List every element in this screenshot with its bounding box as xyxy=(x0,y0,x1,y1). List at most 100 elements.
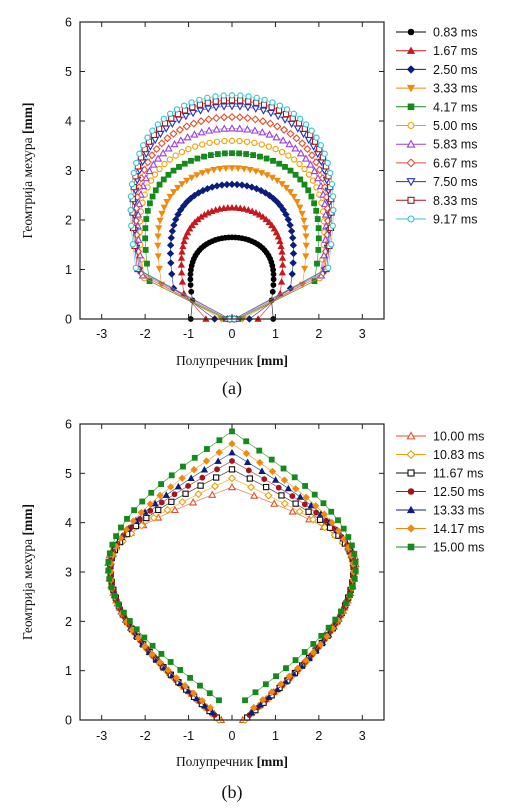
data-point xyxy=(236,137,243,145)
data-point xyxy=(292,500,299,507)
series-line xyxy=(137,128,327,320)
axis-ticks: -3 -2 -1 0 1 2 3 0 1 2 3 4 5 6 xyxy=(65,418,384,743)
data-point xyxy=(282,184,290,192)
data-point xyxy=(276,202,285,210)
data-point xyxy=(214,457,222,464)
data-point xyxy=(164,144,173,152)
data-point xyxy=(270,282,277,288)
data-point xyxy=(236,204,244,211)
data-point xyxy=(332,616,339,623)
y-tick-label: 4 xyxy=(65,516,72,530)
data-point xyxy=(268,456,275,463)
panel-label: (b) xyxy=(222,782,243,803)
data-point xyxy=(186,224,194,232)
legend-label: 9.17 ms xyxy=(433,213,477,227)
data-point xyxy=(300,217,308,225)
data-point xyxy=(158,499,165,506)
data-point xyxy=(266,119,275,128)
data-point xyxy=(170,139,179,148)
data-point xyxy=(144,207,151,214)
data-point xyxy=(328,180,336,188)
series-1-67-ms xyxy=(177,203,287,322)
data-point xyxy=(311,200,317,207)
data-point xyxy=(155,506,162,514)
data-point xyxy=(329,222,336,229)
data-point xyxy=(251,105,260,113)
data-point xyxy=(187,276,194,283)
series-15-00-ms xyxy=(105,428,359,704)
data-point xyxy=(292,485,300,493)
data-point xyxy=(320,500,327,507)
data-point xyxy=(106,550,113,557)
data-point xyxy=(183,133,192,141)
data-point xyxy=(148,650,156,658)
data-point xyxy=(208,490,217,498)
data-point xyxy=(179,202,188,210)
data-point xyxy=(133,159,140,167)
data-point xyxy=(316,516,324,523)
data-point xyxy=(255,210,264,218)
data-point xyxy=(273,198,281,206)
data-point xyxy=(259,107,268,115)
data-point xyxy=(122,525,131,534)
data-point xyxy=(282,164,288,170)
data-point xyxy=(168,227,177,235)
legend-item: 8.33 ms xyxy=(396,194,477,208)
data-point xyxy=(167,659,174,665)
data-point xyxy=(106,576,113,582)
data-point xyxy=(321,150,328,157)
data-point xyxy=(134,634,142,642)
data-point xyxy=(296,204,304,212)
data-point xyxy=(307,501,315,509)
legend-item: 15.00 ms xyxy=(396,541,484,555)
legend-item: 12.50 ms xyxy=(396,485,484,499)
x-tick-label: -2 xyxy=(140,327,151,341)
data-point xyxy=(158,481,165,487)
data-point xyxy=(295,507,304,516)
data-point xyxy=(346,592,353,598)
data-point xyxy=(228,165,236,172)
data-point xyxy=(257,153,263,160)
data-point xyxy=(278,148,286,156)
data-point xyxy=(191,454,198,461)
data-point xyxy=(214,151,221,157)
data-point xyxy=(174,184,182,192)
x-tick-label: -1 xyxy=(183,729,194,743)
data-point xyxy=(266,109,275,118)
data-point xyxy=(302,493,310,502)
data-point xyxy=(250,152,257,158)
data-point xyxy=(285,152,292,159)
data-point xyxy=(296,149,305,157)
legend-label: 5.00 ms xyxy=(433,119,477,133)
data-point xyxy=(292,171,299,178)
data-point xyxy=(313,134,320,141)
data-point xyxy=(293,198,301,206)
data-point xyxy=(172,152,179,159)
legend-marker xyxy=(406,65,416,74)
data-point xyxy=(131,507,138,514)
data-point xyxy=(221,150,228,157)
data-point xyxy=(252,689,259,696)
legend-item: 7.50 ms xyxy=(396,175,477,189)
data-point xyxy=(177,667,184,673)
data-point xyxy=(269,288,276,295)
data-point xyxy=(303,145,312,154)
data-point xyxy=(320,199,329,208)
legend-marker xyxy=(406,505,416,514)
data-point xyxy=(285,139,294,148)
data-point xyxy=(323,632,331,641)
data-point xyxy=(288,507,297,515)
data-point xyxy=(289,259,297,267)
legend-label: 4.17 ms xyxy=(433,100,477,114)
data-point xyxy=(220,113,229,122)
data-point xyxy=(149,127,156,134)
data-point xyxy=(197,128,206,136)
data-point xyxy=(250,491,259,499)
data-point xyxy=(182,490,189,497)
data-point xyxy=(168,472,175,479)
data-point xyxy=(352,567,359,574)
data-point xyxy=(149,193,156,200)
data-point xyxy=(325,264,332,272)
data-point xyxy=(197,117,206,126)
